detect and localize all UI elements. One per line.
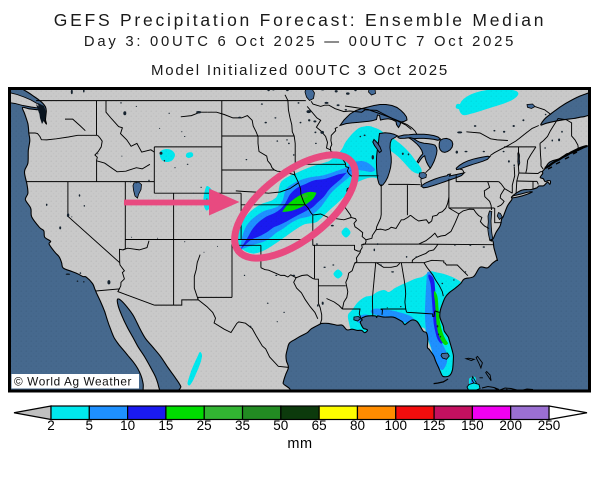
svg-text:5: 5 xyxy=(86,418,94,433)
svg-text:10: 10 xyxy=(120,418,135,433)
svg-text:50: 50 xyxy=(273,418,288,433)
svg-text:35: 35 xyxy=(235,418,250,433)
svg-text:15: 15 xyxy=(158,418,173,433)
svg-text:150: 150 xyxy=(461,418,484,433)
svg-text:200: 200 xyxy=(499,418,522,433)
svg-text:GEFS Precipitation Forecast: E: GEFS Precipitation Forecast: Ensemble Me… xyxy=(54,10,547,30)
svg-text:Model Initialized 00UTC 3 Oct: Model Initialized 00UTC 3 Oct 2025 xyxy=(151,62,449,79)
svg-text:65: 65 xyxy=(312,418,327,433)
svg-text:Day 3: 00UTC 6 Oct 2025 — 00UT: Day 3: 00UTC 6 Oct 2025 — 00UTC 7 Oct 20… xyxy=(84,34,516,50)
svg-text:100: 100 xyxy=(385,418,408,433)
svg-text:© World Ag Weather: © World Ag Weather xyxy=(14,375,132,389)
svg-text:125: 125 xyxy=(423,418,446,433)
svg-text:mm: mm xyxy=(287,436,312,452)
svg-text:25: 25 xyxy=(197,418,212,433)
svg-text:250: 250 xyxy=(538,418,561,433)
svg-text:2: 2 xyxy=(47,418,55,433)
svg-text:80: 80 xyxy=(350,418,365,433)
